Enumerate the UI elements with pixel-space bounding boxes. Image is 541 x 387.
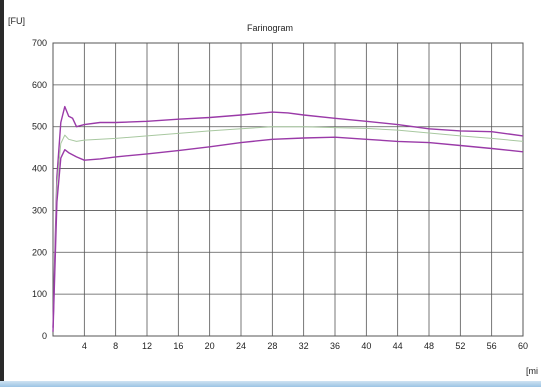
- x-tick-label: 32: [299, 341, 309, 351]
- x-tick-label: 60: [518, 341, 528, 351]
- chart-title: Farinogram: [247, 23, 293, 33]
- window-bottom-bar: [0, 381, 541, 387]
- x-tick-label: 12: [142, 341, 152, 351]
- x-tick-label: 28: [267, 341, 277, 351]
- series-line-median: [52, 126, 524, 330]
- y-tick-label: 300: [32, 205, 47, 215]
- x-axis-label: [mi: [526, 366, 538, 376]
- grid-lines: [52, 42, 524, 337]
- x-tick-label: 52: [455, 341, 465, 351]
- series-line-lower: [52, 136, 524, 332]
- x-tick-label: 16: [173, 341, 183, 351]
- y-tick-label: 500: [32, 122, 47, 132]
- series-group: [52, 105, 524, 332]
- y-tick-label: 100: [32, 289, 47, 299]
- y-tick-labels: 0 100 200 300 400 500 600 700: [32, 38, 47, 341]
- y-tick-label: 400: [32, 164, 47, 174]
- y-tick-label: 600: [32, 80, 47, 90]
- x-tick-label: 48: [424, 341, 434, 351]
- y-tick-label: 200: [32, 247, 47, 257]
- y-tick-label: 700: [32, 38, 47, 48]
- x-tick-label: 8: [113, 341, 118, 351]
- y-tick-label: 0: [42, 331, 47, 341]
- x-tick-label: 44: [393, 341, 403, 351]
- x-tick-labels: 4 8 12 16 20 24 28 32 36 40 44 48 52 56 60: [82, 341, 528, 351]
- plot-area: [52, 42, 524, 337]
- y-axis-label: [FU]: [8, 16, 25, 26]
- window-left-edge: [0, 0, 4, 387]
- x-tick-label: 56: [487, 341, 497, 351]
- x-tick-label: 36: [330, 341, 340, 351]
- x-tick-label: 4: [82, 341, 87, 351]
- x-tick-label: 20: [205, 341, 215, 351]
- series-line-upper: [52, 105, 524, 328]
- x-tick-label: 24: [236, 341, 246, 351]
- x-tick-label: 40: [361, 341, 371, 351]
